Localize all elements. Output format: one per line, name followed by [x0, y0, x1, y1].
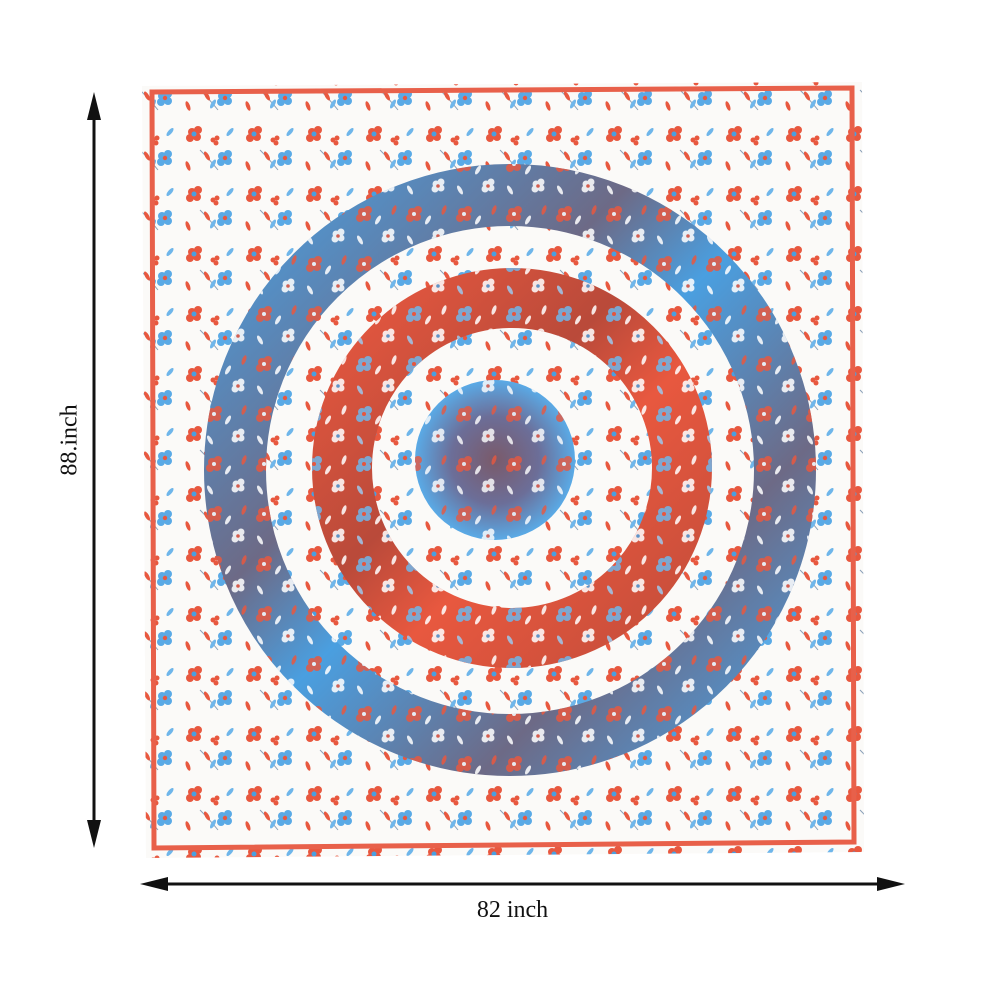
- tapestry: [142, 82, 864, 858]
- width-dimension-arrow: [140, 877, 905, 891]
- width-label: 82 inch: [476, 897, 549, 923]
- height-label: 88.inch: [56, 404, 83, 476]
- height-dimension-arrow: [87, 92, 101, 848]
